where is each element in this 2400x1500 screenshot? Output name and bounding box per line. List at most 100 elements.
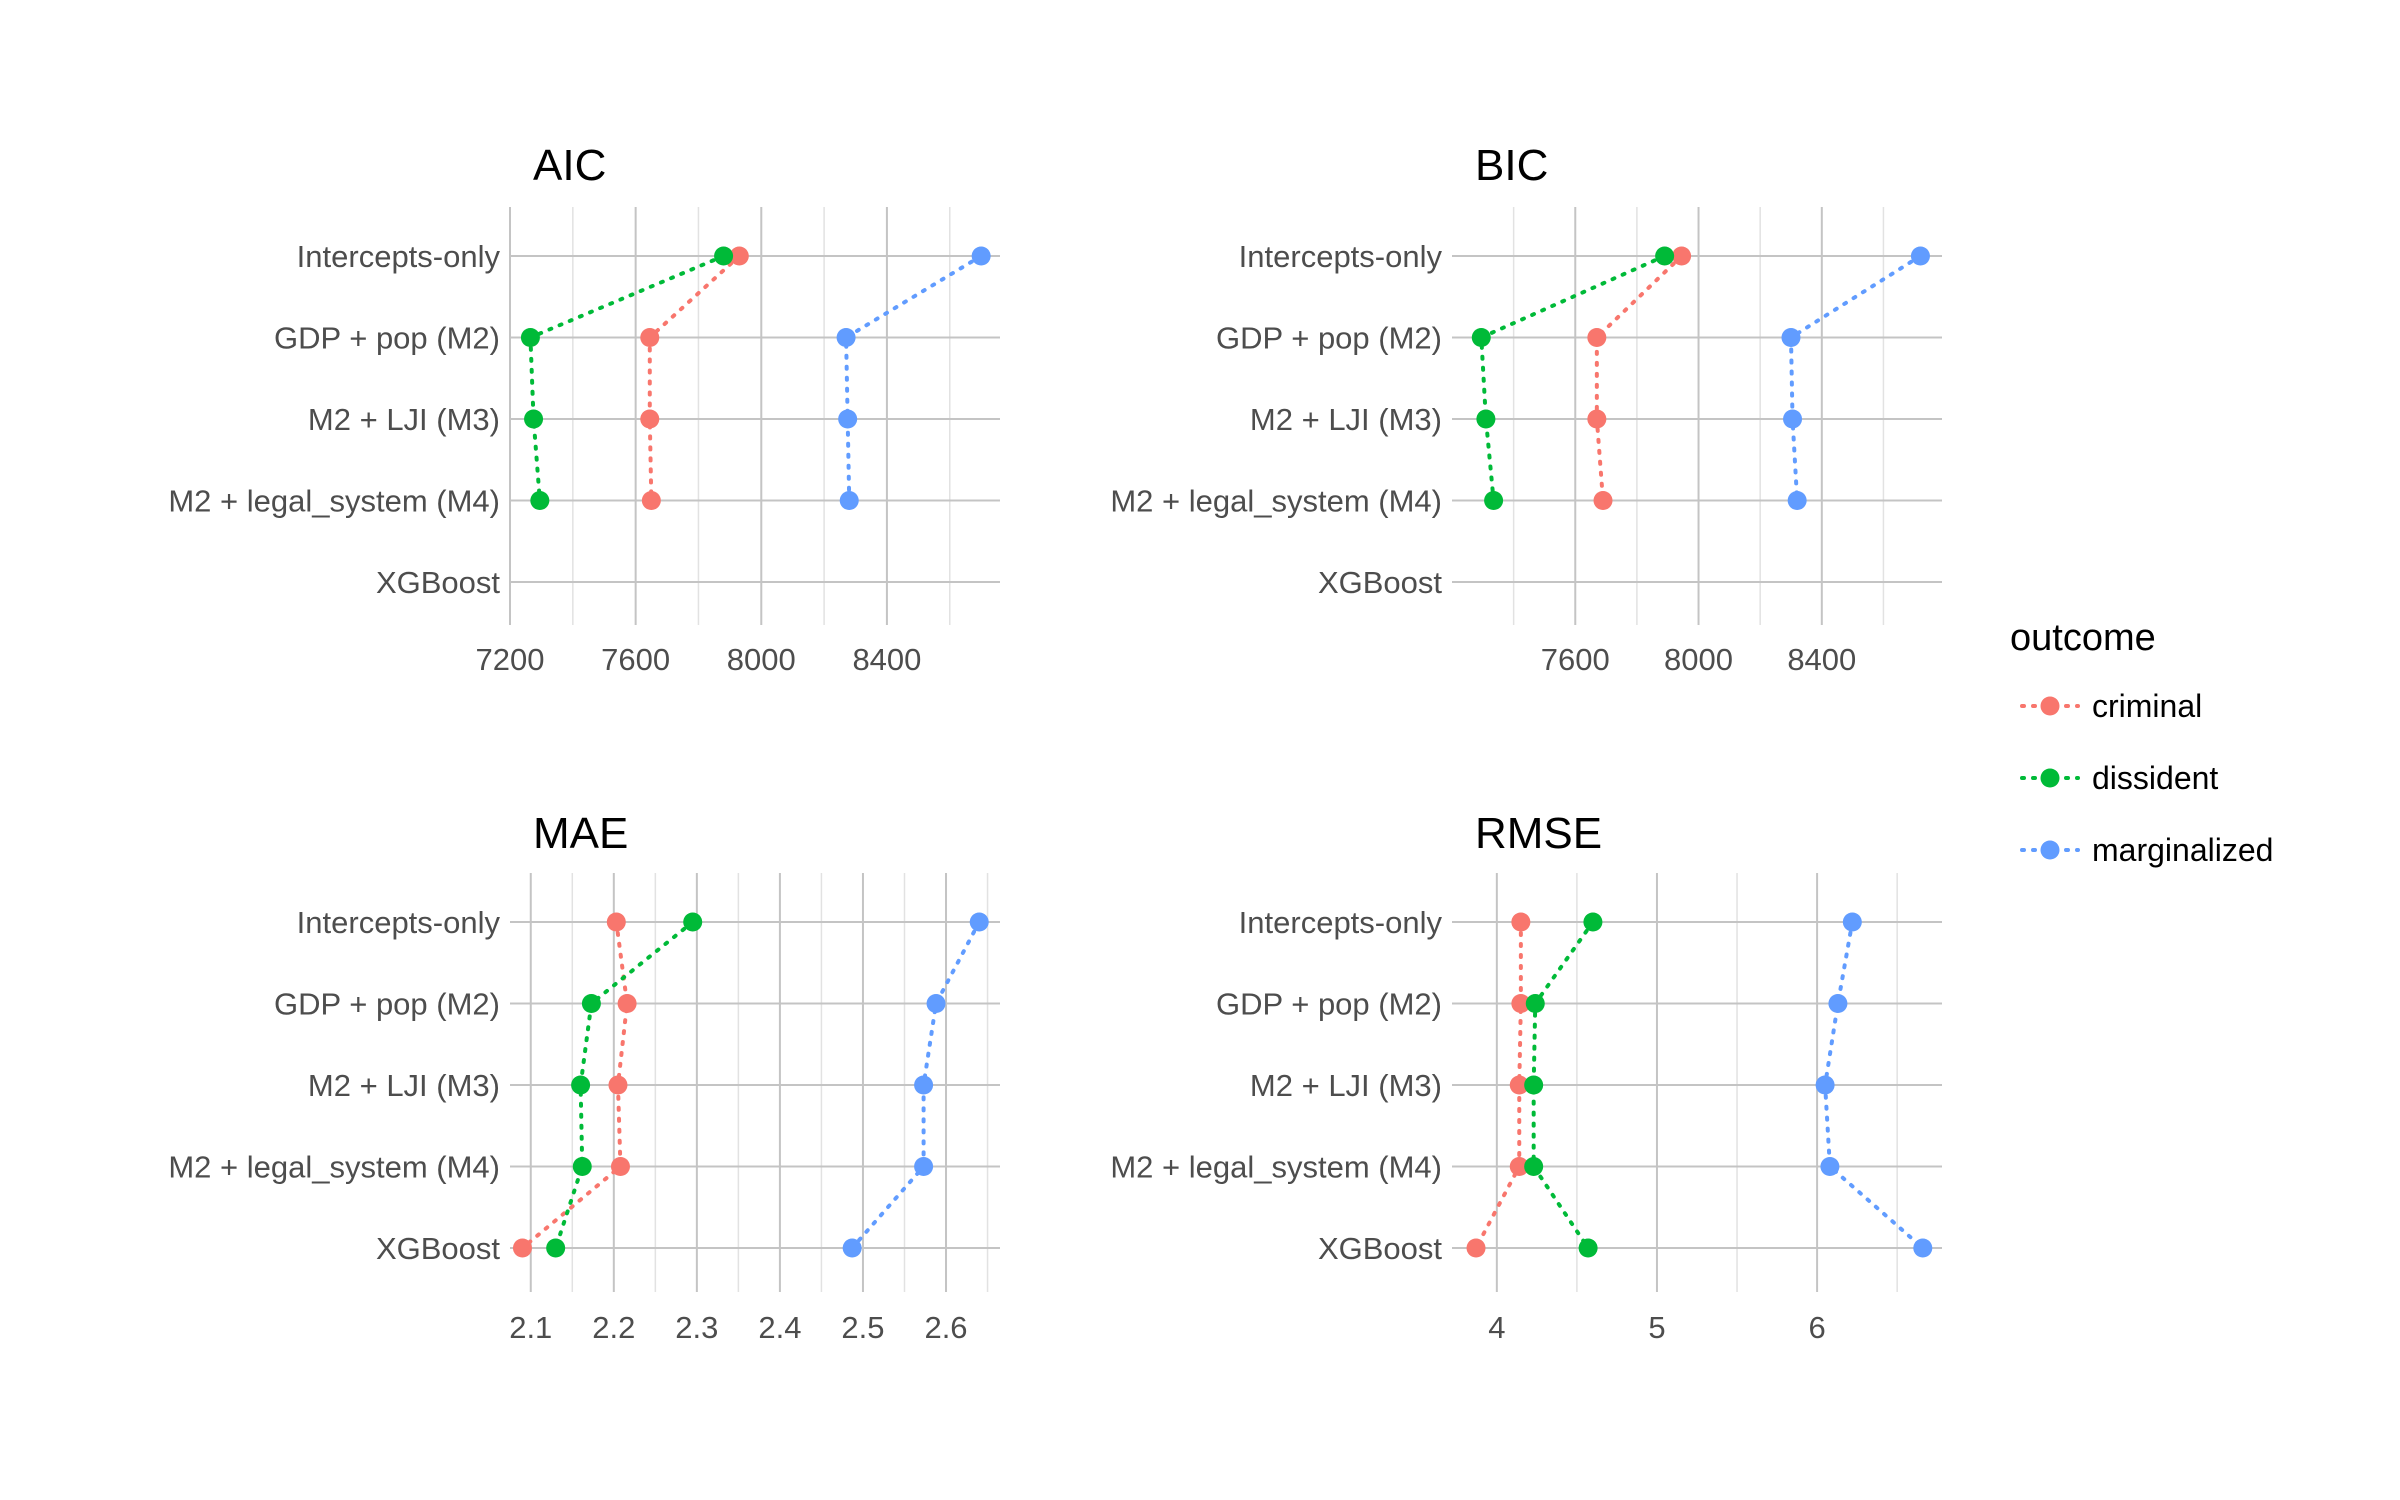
point-criminal — [610, 1157, 630, 1176]
panel-title: MAE — [533, 809, 628, 858]
point-dissident — [571, 1075, 591, 1095]
point-dissident — [1578, 1238, 1598, 1258]
point-marginalized — [1820, 1157, 1840, 1176]
point-criminal — [641, 491, 661, 510]
y-category-label: XGBoost — [376, 1231, 500, 1266]
y-category-label: XGBoost — [1318, 565, 1442, 600]
legend-title: outcome — [2010, 617, 2156, 659]
y-category-label: GDP + pop (M2) — [274, 987, 500, 1022]
point-criminal — [1587, 409, 1607, 429]
legend-item-marginalized: marginalized — [2020, 832, 2273, 868]
x-tick-label: 8400 — [852, 642, 921, 677]
point-criminal — [617, 994, 637, 1013]
point-marginalized — [1842, 912, 1862, 932]
point-marginalized — [842, 1238, 862, 1258]
y-category-label: XGBoost — [376, 565, 500, 600]
legend: outcome criminal dissident marginalized — [2010, 617, 2273, 868]
y-category-label: XGBoost — [1318, 1231, 1442, 1266]
panel-title: RMSE — [1475, 809, 1602, 858]
point-marginalized — [839, 491, 859, 510]
point-dissident — [714, 246, 734, 266]
y-category-label: M2 + LJI (M3) — [308, 402, 500, 437]
point-marginalized — [1783, 409, 1803, 429]
point-criminal — [512, 1238, 532, 1258]
point-criminal — [608, 1075, 628, 1095]
x-tick-label: 2.4 — [758, 1310, 801, 1345]
legend-key-point — [2040, 768, 2060, 788]
x-tick-label: 8000 — [1664, 642, 1733, 677]
legend-item-criminal: criminal — [2020, 688, 2202, 724]
y-category-label: M2 + LJI (M3) — [308, 1068, 500, 1103]
x-tick-label: 2.6 — [924, 1310, 967, 1345]
point-dissident — [581, 994, 601, 1013]
x-tick-label: 5 — [1648, 1310, 1665, 1345]
point-criminal — [1511, 994, 1531, 1013]
series-line-criminal — [647, 254, 742, 503]
y-category-label: M2 + LJI (M3) — [1250, 402, 1442, 437]
series-line-dissident — [528, 254, 726, 503]
panel-mae: 2.1 2.2 2.3 2.4 2.5 2.6 Intercepts-only GDP + p… — [168, 809, 1000, 1345]
point-criminal — [1672, 246, 1692, 266]
point-dissident — [1524, 1075, 1544, 1095]
point-criminal — [1511, 912, 1531, 932]
series-line-criminal — [1594, 254, 1684, 503]
point-marginalized — [1828, 994, 1848, 1013]
point-criminal — [729, 246, 749, 266]
x-tick-label: 7600 — [1541, 642, 1610, 677]
point-criminal — [606, 912, 626, 932]
y-category-label: GDP + pop (M2) — [1216, 321, 1442, 356]
point-dissident — [1525, 994, 1545, 1013]
point-dissident — [524, 409, 544, 429]
point-criminal — [1509, 1075, 1529, 1095]
point-dissident — [546, 1238, 566, 1258]
point-dissident — [572, 1157, 592, 1176]
legend-key-point — [2040, 840, 2060, 860]
y-category-label: Intercepts-only — [1239, 239, 1443, 274]
y-category-label: M2 + legal_system (M4) — [1110, 484, 1442, 519]
series-line-dissident — [1531, 920, 1595, 1250]
panel-bic: 7600 8000 8400 Intercepts-only GDP + pop (M2… — [1110, 141, 1942, 677]
x-tick-label: 4 — [1488, 1310, 1505, 1345]
legend-label: marginalized — [2092, 832, 2273, 868]
point-marginalized — [914, 1075, 934, 1095]
point-criminal — [1587, 328, 1607, 347]
point-criminal — [1466, 1238, 1486, 1258]
point-marginalized — [1787, 491, 1807, 510]
point-marginalized — [926, 994, 946, 1013]
y-category-label: M2 + LJI (M3) — [1250, 1068, 1442, 1103]
point-criminal — [1593, 491, 1613, 510]
point-marginalized — [1913, 1238, 1933, 1258]
point-marginalized — [1910, 246, 1930, 266]
legend-key-point — [2040, 696, 2060, 716]
point-dissident — [1476, 409, 1496, 429]
y-category-label: Intercepts-only — [1239, 905, 1443, 940]
point-marginalized — [836, 328, 856, 347]
point-dissident — [520, 328, 540, 347]
point-criminal — [1509, 1157, 1529, 1176]
point-marginalized — [914, 1157, 934, 1176]
point-criminal — [640, 409, 660, 429]
point-dissident — [1484, 491, 1504, 510]
panel-aic: 7200 7600 8000 8400 Intercepts-only GDP + pop… — [168, 141, 1000, 677]
point-marginalized — [969, 912, 989, 932]
panel-title: AIC — [533, 141, 606, 190]
point-dissident — [683, 912, 703, 932]
legend-label: dissident — [2092, 760, 2218, 796]
point-dissident — [1524, 1157, 1544, 1176]
series-line-dissident — [1479, 254, 1667, 503]
y-category-label: M2 + legal_system (M4) — [168, 1150, 500, 1185]
x-tick-label: 8000 — [727, 642, 796, 677]
point-marginalized — [1815, 1075, 1835, 1095]
point-dissident — [1471, 328, 1491, 347]
x-tick-label: 2.2 — [592, 1310, 635, 1345]
x-tick-label: 2.3 — [675, 1310, 718, 1345]
x-tick-label: 2.5 — [841, 1310, 884, 1345]
legend-item-dissident: dissident — [2020, 760, 2218, 796]
panel-rmse: 4 5 6 Intercepts-only GDP + pop (M2) M2 + LJI… — [1110, 809, 1942, 1345]
point-marginalized — [838, 409, 858, 429]
x-tick-label: 2.1 — [509, 1310, 552, 1345]
y-category-label: Intercepts-only — [297, 239, 501, 274]
point-criminal — [640, 328, 660, 347]
x-tick-label: 6 — [1808, 1310, 1825, 1345]
